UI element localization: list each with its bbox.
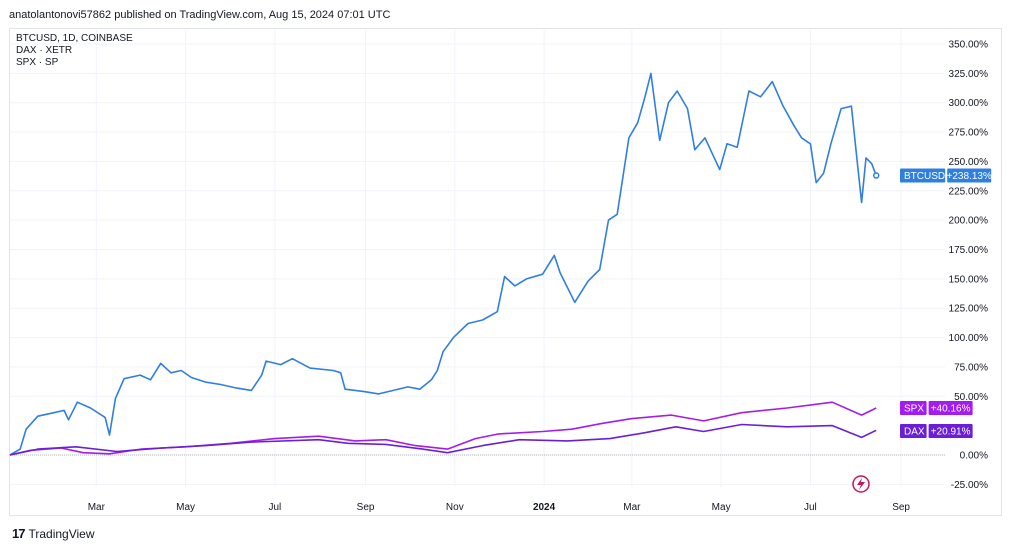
y-tick-label: 200.00% <box>949 216 989 227</box>
series-line-dax <box>9 423 877 456</box>
btc-last-point <box>872 172 880 179</box>
x-tick-label: Mar <box>623 502 641 513</box>
y-tick-label: 250.00% <box>949 157 989 168</box>
x-tick-label: Mar <box>88 502 106 513</box>
y-tick-label: 150.00% <box>949 274 989 285</box>
legend-line-dax[interactable]: DAX · XETR <box>16 45 73 56</box>
publish-info: anatolantonovi57862 published on Trading… <box>9 9 391 21</box>
price-tag-name: SPX <box>904 404 924 415</box>
y-tick-label: 225.00% <box>949 186 989 197</box>
price-tag-name: DAX <box>904 427 925 438</box>
chart-frame <box>9 28 1002 516</box>
x-tick-label: Jul <box>804 502 817 513</box>
x-tick-label: Jul <box>268 502 281 513</box>
y-tick-label: 175.00% <box>949 245 989 256</box>
y-tick-label: -25.00% <box>951 480 988 491</box>
price-tag-value: +40.16% <box>931 404 971 415</box>
price-tag-value-bg <box>928 401 973 415</box>
legend-line-spx[interactable]: SPX · SP <box>16 57 59 68</box>
y-tick-label: 325.00% <box>949 69 989 80</box>
x-tick-label: Nov <box>446 502 464 513</box>
x-tick-label: 2024 <box>533 502 556 513</box>
y-tick-label: 75.00% <box>954 362 988 373</box>
legend-line-btc[interactable]: BTCUSD, 1D, COINBASE <box>16 33 133 44</box>
x-tick-label: May <box>176 502 195 513</box>
price-tag-value-bg <box>947 168 992 183</box>
price-tag-name: BTCUSD <box>904 171 945 182</box>
price-tag-value: +20.91% <box>931 427 971 438</box>
price-tag-name-bg <box>900 424 927 438</box>
price-tag-name-bg <box>900 401 927 415</box>
price-tag-name-bg <box>900 168 946 183</box>
series-legend: BTCUSD, 1D, COINBASE DAX · XETR SPX · SP <box>16 33 133 69</box>
x-tick-label: May <box>712 502 731 513</box>
brand-name: TradingView <box>28 526 95 541</box>
series-line-btcusd <box>9 72 877 456</box>
lightning-icon <box>852 475 870 493</box>
x-tick-label: Sep <box>892 502 910 513</box>
x-tick-label: Sep <box>357 502 375 513</box>
price-tag-value-bg <box>928 424 973 438</box>
y-tick-label: 50.00% <box>954 392 988 403</box>
tradingview-branding[interactable]: 17 TradingView <box>12 526 95 541</box>
price-tag-value: +238.13% <box>947 171 992 182</box>
tradingview-logo-icon: 17 <box>12 526 26 541</box>
y-tick-label: 125.00% <box>949 304 989 315</box>
y-tick-label: 300.00% <box>949 98 989 109</box>
y-tick-label: 0.00% <box>960 451 988 462</box>
y-tick-label: 275.00% <box>949 128 989 139</box>
y-tick-label: 100.00% <box>949 333 989 344</box>
series-line-spx <box>9 401 877 456</box>
y-tick-label: 350.00% <box>949 40 989 51</box>
